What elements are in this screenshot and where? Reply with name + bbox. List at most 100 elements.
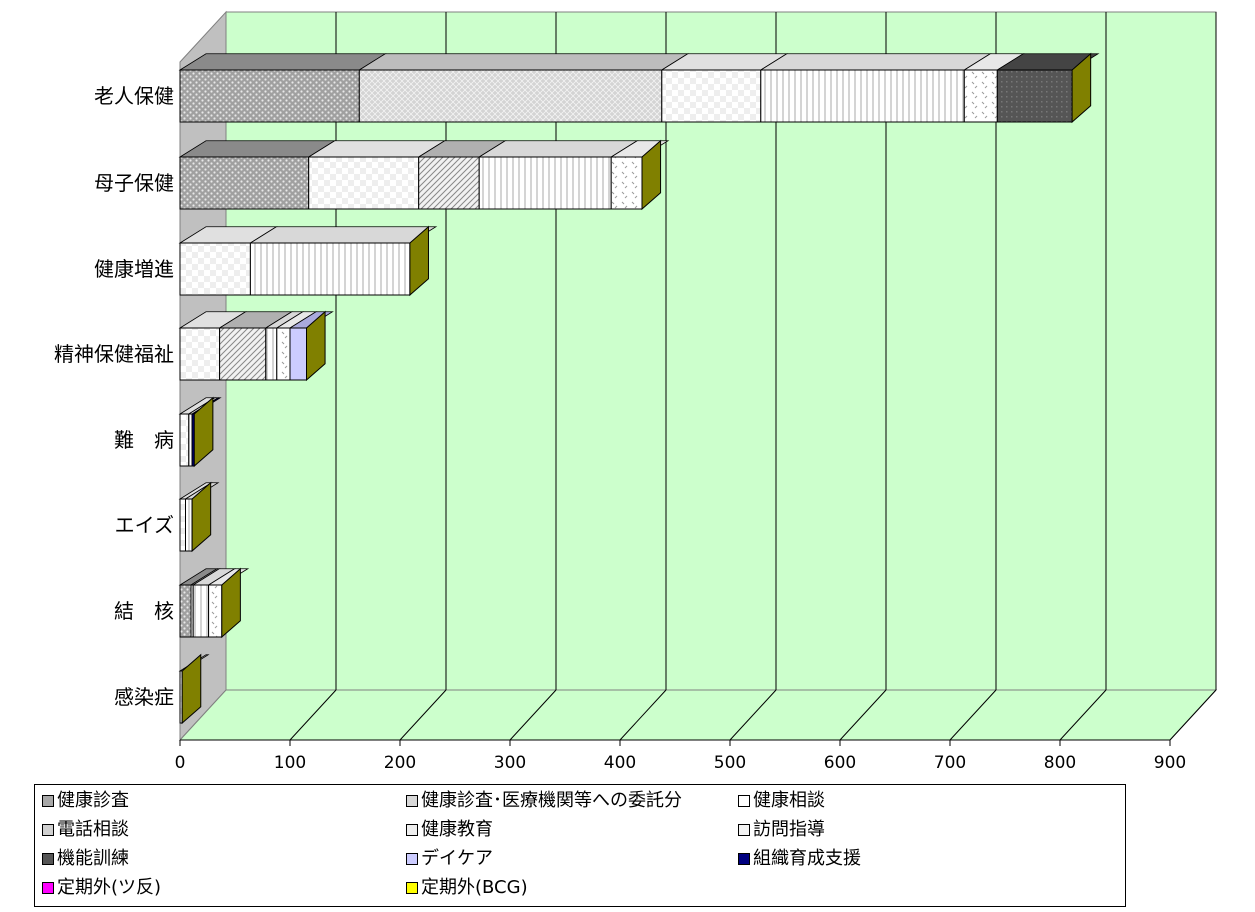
category-label: 健康増進	[94, 257, 174, 281]
bar-segment	[996, 69, 1073, 123]
gridline-floor	[509, 689, 557, 741]
legend-item: 定期外(ツ反)	[42, 876, 161, 900]
legend-item: 電話相談	[42, 818, 129, 842]
x-tick-label: 500	[714, 753, 746, 773]
legend-swatch	[738, 795, 750, 807]
legend-item: デイケア	[406, 847, 493, 871]
bar-end-face	[306, 310, 326, 382]
bar-segment	[179, 69, 360, 123]
bar-segment	[661, 69, 762, 123]
legend-label: 健康診査･医療機関等への委託分	[421, 790, 682, 811]
chart-legend: 健康診査 健康診査･医療機関等への委託分 健康相談電話相談 健康教育 訪問指導機能訓練 デ…	[34, 784, 1126, 907]
floor	[178, 689, 1218, 741]
bar-end-face	[191, 481, 212, 553]
legend-item: 定期外(BCG)	[406, 876, 528, 900]
category-label: 精神保健福祉	[54, 342, 174, 366]
legend-swatch	[738, 824, 750, 836]
legend-label: デイケア	[421, 848, 493, 869]
legend-item: 健康診査	[42, 789, 129, 813]
legend-item: 訪問指導	[738, 818, 825, 842]
gridline-floor	[1059, 689, 1107, 741]
legend-label: 定期外(ツ反)	[57, 877, 162, 898]
bar-segment	[185, 498, 193, 552]
bar-group	[178, 653, 210, 725]
gridline-floor	[619, 689, 667, 741]
legend-item: 組織育成支援	[738, 847, 861, 871]
bar-group	[178, 567, 250, 639]
bar-segment	[192, 584, 210, 638]
bar-segment	[276, 327, 291, 381]
x-tick-label: 400	[604, 753, 636, 773]
legend-swatch	[406, 853, 418, 865]
bar-segment-top	[249, 226, 438, 244]
legend-swatch	[406, 824, 418, 836]
bar-group	[178, 139, 670, 211]
legend-swatch	[738, 853, 750, 865]
gridline-floor	[949, 689, 997, 741]
x-tick-label: 900	[1154, 753, 1186, 773]
bar-group	[178, 52, 1100, 124]
bar-segment	[265, 327, 278, 381]
bar-end-face	[193, 396, 214, 468]
bar-end-face	[1071, 52, 1092, 124]
bar-end-face	[409, 225, 429, 297]
legend-swatch	[406, 882, 418, 894]
legend-label: 健康教育	[421, 819, 493, 840]
legend-label: 組織育成支援	[753, 848, 861, 869]
gridline-floor	[1169, 689, 1217, 741]
x-tick-label: 300	[494, 753, 526, 773]
bar-segment-top	[477, 140, 639, 158]
x-tick-label: 800	[1044, 753, 1076, 773]
bar-group	[178, 481, 220, 553]
bar-segment	[963, 69, 998, 123]
legend-swatch	[406, 795, 418, 807]
gridline-floor	[289, 689, 337, 741]
bar-segment	[760, 69, 965, 123]
bar-segment-top	[759, 53, 992, 71]
bar-segment	[610, 156, 643, 210]
legend-label: 健康診査	[57, 790, 129, 811]
legend-label: 機能訓練	[57, 848, 129, 869]
legend-item: 健康診査･医療機関等への委託分	[406, 789, 682, 813]
category-label: 結 核	[114, 599, 174, 623]
bar-group	[178, 396, 222, 468]
bar-segment	[179, 413, 190, 467]
bar-segment	[478, 156, 612, 210]
x-tick-label: 0	[175, 753, 186, 773]
bar-segment	[249, 242, 411, 296]
bar-segment-top	[178, 140, 337, 158]
x-tick-label: 200	[384, 753, 416, 773]
bar-end-face	[641, 139, 662, 211]
gridline-floor	[839, 689, 887, 741]
bar-segment	[308, 156, 420, 210]
gridline-floor	[729, 689, 777, 741]
category-label: 母子保健	[94, 171, 174, 195]
legend-item: 健康教育	[406, 818, 493, 842]
legend-swatch	[42, 853, 54, 865]
bar-segment	[179, 242, 251, 296]
legend-item: 機能訓練	[42, 847, 129, 871]
legend-swatch	[42, 795, 54, 807]
legend-label: 電話相談	[57, 819, 129, 840]
legend-swatch	[42, 882, 54, 894]
category-label: 感染症	[114, 685, 174, 709]
bar-chart: 0100200300400500600700800900単位:万人老人保健母子保…	[54, 10, 1218, 773]
bar-segment	[418, 156, 480, 210]
bar-end-face	[221, 567, 241, 639]
bar-end-face	[181, 653, 202, 725]
bar-group	[178, 310, 334, 382]
legend-item: 健康相談	[738, 789, 825, 813]
bar-segment	[208, 584, 223, 638]
legend-label: 定期外(BCG)	[421, 877, 528, 898]
category-label: 老人保健	[94, 84, 174, 108]
bar-segment-top	[357, 53, 690, 71]
x-tick-label: 600	[824, 753, 856, 773]
bar-segment	[219, 327, 267, 381]
bar-segment	[179, 584, 192, 638]
gridline-floor	[399, 689, 447, 741]
x-tick-label: 100	[274, 753, 306, 773]
legend-swatch	[42, 824, 54, 836]
bar-segment	[289, 327, 307, 381]
bar-segment	[179, 327, 221, 381]
bar-segment	[179, 156, 310, 210]
